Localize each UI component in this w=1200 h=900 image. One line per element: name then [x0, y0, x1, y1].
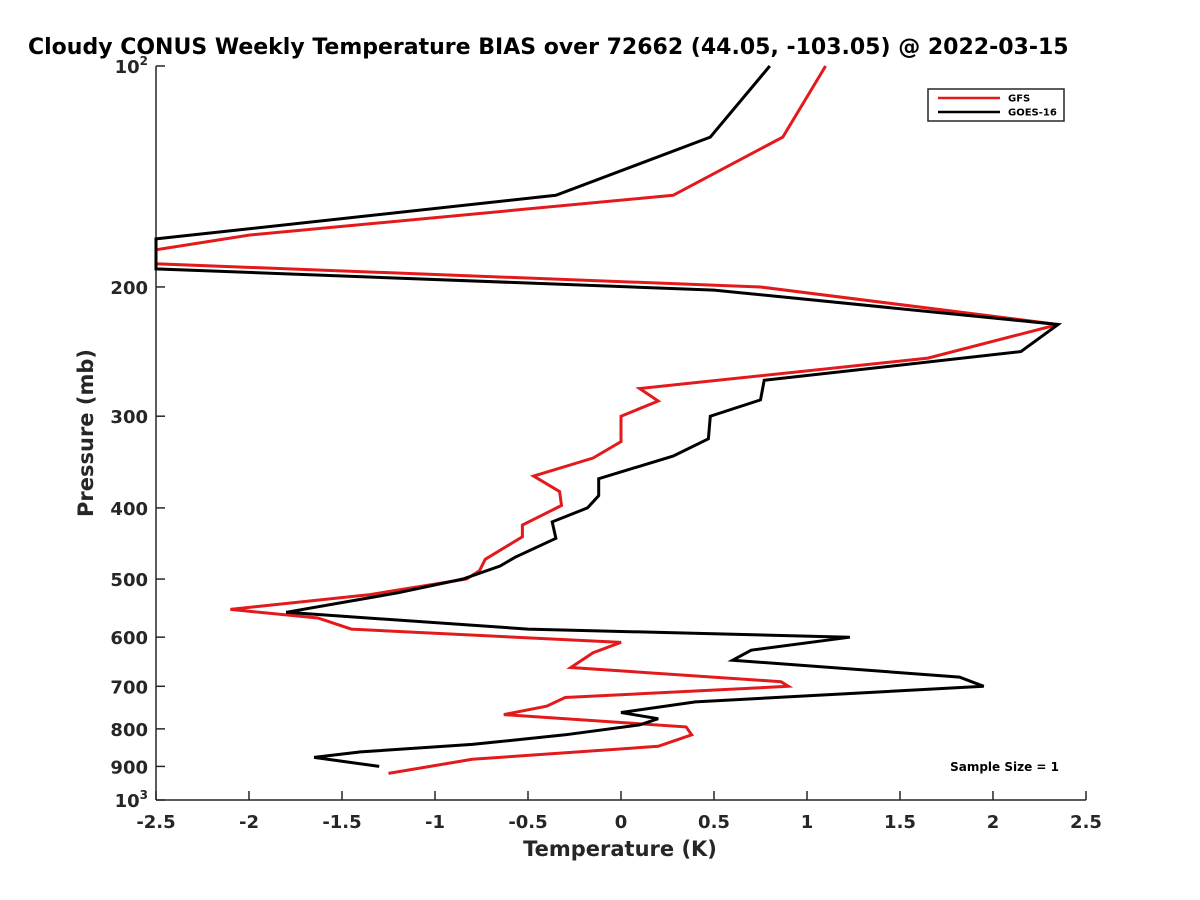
x-tick-label: -1	[425, 812, 445, 833]
y-tick-exponent: 2	[140, 54, 148, 68]
y-tick-label: 200	[110, 278, 148, 299]
legend-entry-label: GFS	[1008, 94, 1030, 105]
y-axis-label: Pressure (mb)	[74, 349, 98, 517]
x-axis-label: Temperature (K)	[523, 837, 717, 861]
y-tick-label: 103	[115, 788, 148, 812]
x-tick-label: 1.5	[884, 812, 916, 833]
x-tick-label: 1	[801, 812, 814, 833]
x-tick-label: -1.5	[322, 812, 361, 833]
x-tick-label: 2.5	[1070, 812, 1102, 833]
x-tick-label: 0.5	[698, 812, 730, 833]
legend-box	[927, 88, 1065, 122]
y-tick-base: 10	[115, 791, 140, 812]
y-tick-exponent: 3	[140, 788, 148, 802]
x-tick-label: -2.5	[136, 812, 175, 833]
x-tick-label: -2	[239, 812, 259, 833]
y-tick-base: 10	[115, 57, 140, 78]
y-tick-label: 600	[110, 628, 148, 649]
sample-size-annotation: Sample Size = 1	[950, 760, 1059, 774]
x-tick-label: -0.5	[508, 812, 547, 833]
y-tick-label: 400	[110, 499, 148, 520]
chart-title: Cloudy CONUS Weekly Temperature BIAS ove…	[28, 35, 1069, 60]
y-tick-label: 102	[115, 54, 148, 78]
legend: GFS GOES-16	[927, 88, 1065, 122]
series-line-gfs	[154, 65, 1059, 775]
x-tick-label: 0	[615, 812, 628, 833]
y-tick-label: 300	[110, 407, 148, 428]
y-tick-label: 500	[110, 570, 148, 591]
y-tick-label: 800	[110, 720, 148, 741]
y-tick-label: 900	[110, 757, 148, 778]
series-line-goes-16	[154, 65, 1063, 768]
y-tick-label: 700	[110, 677, 148, 698]
x-tick-label: 2	[987, 812, 1000, 833]
x-axis-ticks: -2.5 -2 -1.5 -1 -0.5 0 0.5 1 1.5 2 2.5	[136, 791, 1102, 833]
series-layer	[154, 65, 1063, 775]
legend-entry-label: GOES-16	[1008, 108, 1057, 119]
